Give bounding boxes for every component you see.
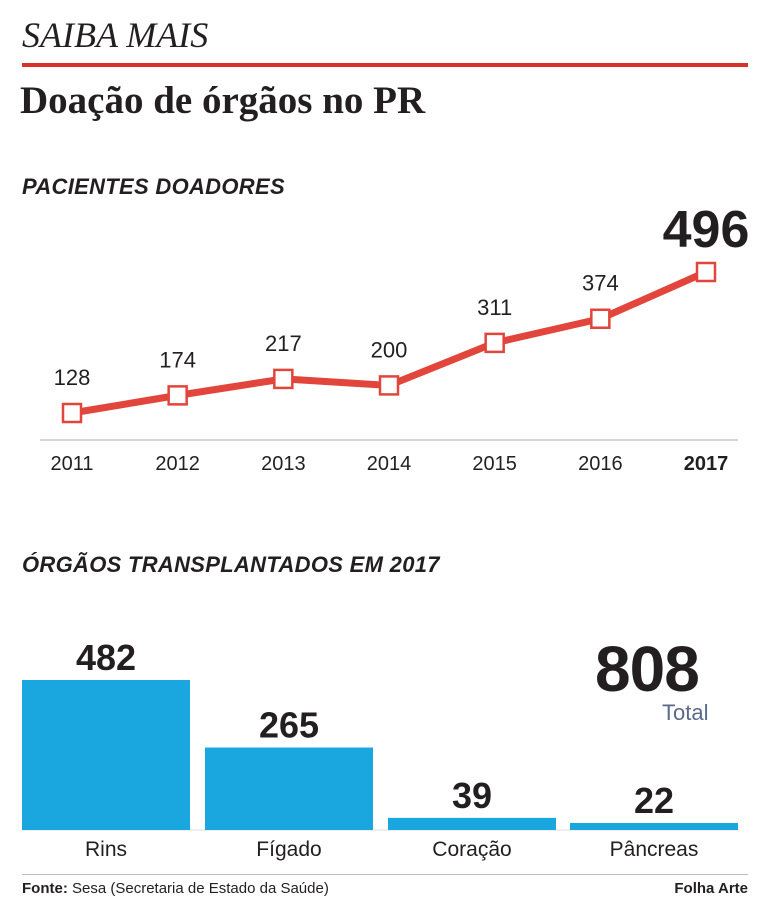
x-tick-label: 2016 (578, 453, 623, 475)
data-point-marker (61, 402, 83, 424)
line-chart-title: PACIENTES DOADORES (22, 174, 285, 199)
x-tick-label: 2017 (684, 453, 729, 475)
category-label: Fígado (256, 838, 321, 861)
data-label: 311 (477, 295, 512, 320)
footer-rule (22, 874, 748, 875)
data-point-marker (273, 368, 294, 390)
x-tick-label: 2015 (472, 453, 517, 475)
category-label: Rins (85, 838, 127, 861)
data-label: 496 (663, 201, 750, 259)
credit: Folha Arte (674, 880, 748, 897)
source-label: Fonte: (22, 880, 68, 897)
headline: Doação de órgãos no PR (20, 79, 426, 122)
data-label: 374 (582, 271, 619, 296)
bar (22, 680, 190, 830)
x-tick-label: 2014 (367, 453, 412, 475)
x-tick-label: 2012 (155, 453, 200, 475)
category-label: Pâncreas (610, 838, 699, 861)
data-point-marker (590, 308, 611, 329)
data-point-marker (378, 375, 400, 396)
bar (388, 817, 556, 830)
total-label: Total (662, 700, 709, 725)
category-label: Coração (432, 838, 511, 861)
bar-value-label: 265 (259, 705, 319, 746)
x-tick-label: 2011 (50, 453, 93, 475)
bar (570, 823, 738, 830)
data-point-marker (695, 261, 717, 283)
bar-value-label: 482 (76, 637, 136, 678)
bar (205, 747, 373, 830)
header-rule (22, 63, 748, 67)
x-tick-label: 2013 (261, 453, 306, 475)
bar-value-label: 39 (452, 775, 492, 816)
kicker: SAIBA MAIS (22, 15, 209, 55)
bar-value-label: 22 (634, 780, 674, 821)
data-label: 128 (54, 365, 91, 390)
data-point-marker (167, 385, 188, 406)
total-value: 808 (595, 633, 700, 705)
data-label: 174 (159, 347, 196, 372)
source-text: Sesa (Secretaria de Estado da Saúde) (67, 880, 329, 897)
data-label: 200 (371, 337, 408, 362)
source-note: Fonte: Sesa (Secretaria de Estado da Saú… (22, 880, 329, 897)
line-chart: 128 2011 174 2012 217 2013 200 2014 311 2015 374 20… (40, 201, 750, 475)
data-label: 217 (265, 331, 302, 356)
bar-chart-title: ÓRGÃOS TRANSPLANTADOS EM 2017 (22, 552, 440, 577)
data-point-marker (484, 332, 505, 354)
